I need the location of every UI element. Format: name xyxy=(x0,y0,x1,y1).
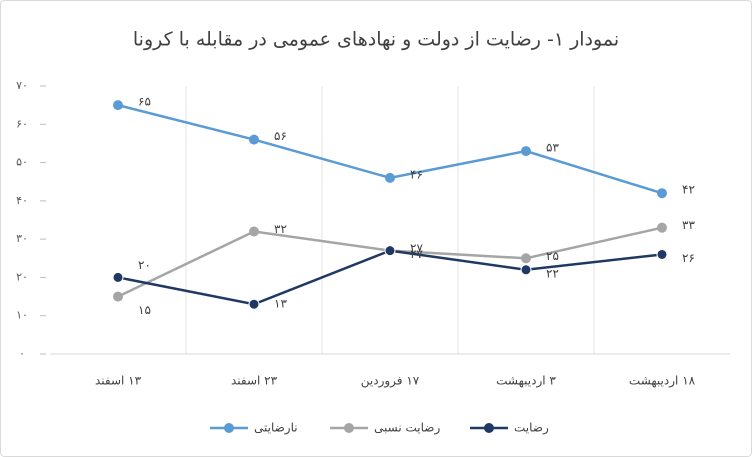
legend-label: رضایت xyxy=(514,421,549,436)
x-tick-label: ۳ اردیبهشت xyxy=(496,374,556,389)
x-tick-label: ۱۷ فروردین xyxy=(361,374,420,389)
data-point xyxy=(656,248,668,260)
data-label: ۲۶ xyxy=(682,251,695,265)
x-tick-label: ۱۸ اردیبهشت xyxy=(629,374,696,389)
data-label: ۳۳ xyxy=(682,218,695,232)
data-point xyxy=(113,100,123,111)
data-point xyxy=(385,172,395,183)
x-tick-label: ۱۳ اسفند xyxy=(95,374,142,388)
data-label: ۴۶ xyxy=(410,167,423,181)
data-point xyxy=(521,146,531,157)
data-label: ۵۶ xyxy=(274,129,287,143)
y-tick-label: ۴۰ xyxy=(16,194,28,207)
data-label: ۳۲ xyxy=(274,222,287,236)
y-tick-label: ۰ xyxy=(19,347,25,360)
data-label: ۲۲ xyxy=(546,266,559,280)
data-point xyxy=(520,264,532,276)
data-point xyxy=(384,245,396,257)
y-tick-label: ۵۰ xyxy=(16,156,28,169)
data-point xyxy=(249,226,259,237)
data-point xyxy=(521,253,531,264)
y-tick-label: ۶۰ xyxy=(16,117,28,130)
y-tick-label: ۲۰ xyxy=(16,270,28,283)
legend-marker xyxy=(484,423,494,433)
data-point xyxy=(248,298,260,310)
y-tick-label: ۳۰ xyxy=(16,232,28,245)
data-label: ۲۷ xyxy=(410,247,423,261)
legend-label: رضایت نسبی xyxy=(374,421,440,436)
data-label: ۵۳ xyxy=(546,141,559,155)
data-point xyxy=(657,222,667,233)
data-label: ۴۲ xyxy=(682,183,695,197)
data-point xyxy=(657,188,667,199)
x-tick-label: ۲۳ اسفند xyxy=(231,374,278,388)
data-label: ۲۵ xyxy=(546,249,559,263)
legend-marker xyxy=(344,423,354,433)
legend-label: نارضایتی xyxy=(254,421,298,436)
data-label: ۱۵ xyxy=(138,303,151,317)
data-point xyxy=(249,134,259,145)
data-label: ۲۰ xyxy=(138,258,151,272)
data-point xyxy=(113,291,123,302)
y-tick-label: ۷۰ xyxy=(16,79,28,92)
data-label: ۲۷ xyxy=(410,241,423,255)
data-label: ۱۳ xyxy=(274,297,287,311)
y-tick-label: ۱۰ xyxy=(16,309,28,322)
legend-marker xyxy=(224,423,234,433)
chart-title: نمودار ۱- رضایت از دولت و نهادهای عمومی … xyxy=(133,29,619,51)
data-label: ۶۵ xyxy=(138,95,151,109)
data-point xyxy=(112,271,124,283)
